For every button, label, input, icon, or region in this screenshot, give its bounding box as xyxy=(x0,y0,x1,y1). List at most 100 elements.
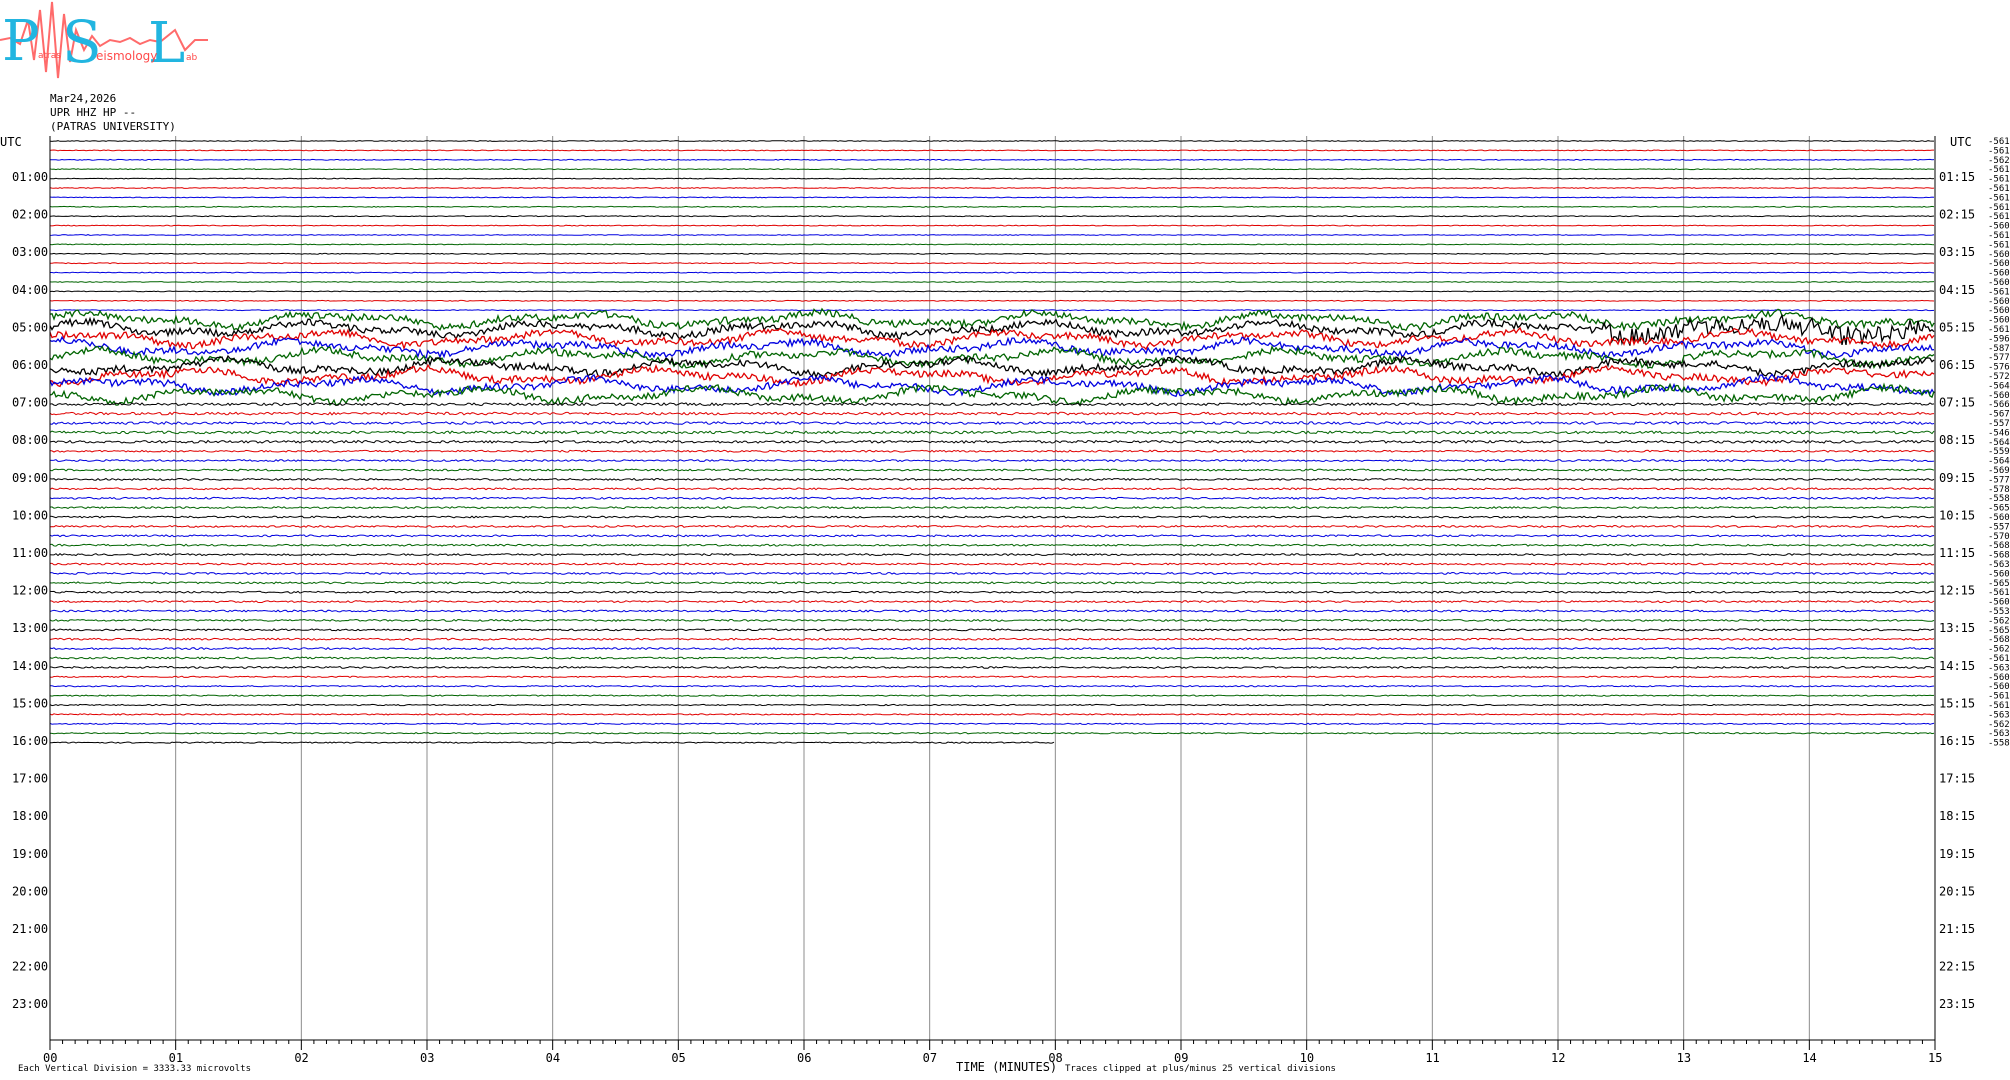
trace-offset-label: -5616 xyxy=(1988,165,2010,175)
trace-offset-label: -5585 xyxy=(1988,739,2010,749)
right-hour-label: 03:15 xyxy=(1939,245,1975,259)
left-hour-label: 18:00 xyxy=(12,809,48,823)
trace-offset-label: -5681 xyxy=(1988,551,2010,561)
trace-57 xyxy=(49,665,1935,669)
trace-offset-label: -5584 xyxy=(1988,494,2010,504)
psl-logo: P S L atras eismology ab xyxy=(0,1,208,79)
trace-offset-label: -5614 xyxy=(1988,325,2010,335)
trace-offset-label: -5767 xyxy=(1988,363,2010,373)
trace-32 xyxy=(49,430,1935,435)
left-hour-label: 12:00 xyxy=(12,584,48,598)
trace-26 xyxy=(49,363,1935,388)
trace-27 xyxy=(49,373,1935,398)
minute-gridlines xyxy=(175,136,1810,1040)
x-tick-label-09: 09 xyxy=(1174,1051,1188,1065)
trace-19 xyxy=(49,309,1935,312)
left-hour-label: 11:00 xyxy=(12,546,48,560)
trace-17 xyxy=(49,290,1935,293)
trace-35 xyxy=(49,459,1935,463)
chart-axes xyxy=(49,136,1936,1050)
logo-word-ab: ab xyxy=(186,53,198,63)
right-hour-label: 19:15 xyxy=(1939,847,1975,861)
x-tick-label-01: 01 xyxy=(169,1051,183,1065)
trace-38 xyxy=(49,487,1935,491)
x-tick-label-07: 07 xyxy=(923,1051,937,1065)
trace-offset-label: -5701 xyxy=(1988,532,2010,542)
trace-3 xyxy=(49,158,1935,161)
logo-waveform xyxy=(0,1,208,79)
logo-word-eismology: eismology xyxy=(96,49,157,63)
trace-13 xyxy=(50,252,1935,255)
trace-11 xyxy=(49,234,1935,236)
trace-offset-label: -5624 xyxy=(1988,720,2010,730)
trace-18 xyxy=(49,299,1935,302)
logo-letter-s: S xyxy=(62,8,102,76)
right-hour-label: 12:15 xyxy=(1939,584,1975,598)
x-tick-label-13: 13 xyxy=(1677,1051,1691,1065)
left-hour-label: 15:00 xyxy=(12,696,48,710)
trace-offset-label: -5649 xyxy=(1988,438,2010,448)
right-hour-label: 09:15 xyxy=(1939,471,1975,485)
trace-offset-label: -5664 xyxy=(1988,400,2010,410)
right-hour-label: 01:15 xyxy=(1939,170,1975,184)
left-hour-label: 06:00 xyxy=(12,358,48,372)
right-hour-label: 16:15 xyxy=(1939,734,1975,748)
left-hour-label: 09:00 xyxy=(12,471,48,485)
trace-54 xyxy=(49,637,1935,641)
left-hour-label: 03:00 xyxy=(12,245,48,259)
header-institution: (PATRAS UNIVERSITY) xyxy=(50,120,176,133)
trace-offset-label: -5680 xyxy=(1988,541,2010,551)
trace-65 xyxy=(50,741,1055,744)
left-hour-label: 01:00 xyxy=(12,170,48,184)
left-hour-label: 16:00 xyxy=(12,734,48,748)
x-tick-label-05: 05 xyxy=(671,1051,685,1065)
x-tick-label-00: 00 xyxy=(43,1051,57,1065)
x-tick-label-11: 11 xyxy=(1425,1051,1439,1065)
right-hour-label: 14:15 xyxy=(1939,659,1975,673)
x-tick-label-06: 06 xyxy=(797,1051,811,1065)
trace-12 xyxy=(49,243,1935,246)
trace-offset-label: -5613 xyxy=(1988,137,2010,147)
trace-offset-label: -5606 xyxy=(1988,673,2010,683)
trace-58 xyxy=(49,675,1935,678)
trace-42 xyxy=(49,524,1935,528)
trace-34 xyxy=(49,449,1935,453)
trace-39 xyxy=(49,496,1935,500)
trace-offset-label: -5609 xyxy=(1988,316,2010,326)
trace-offset-label: -5638 xyxy=(1988,729,2010,739)
trace-4 xyxy=(49,168,1935,171)
trace-offset-label: -5788 xyxy=(1988,485,2010,495)
trace-31 xyxy=(49,420,1935,426)
right-hour-label: 04:15 xyxy=(1939,283,1975,297)
trace-offset-label: -5538 xyxy=(1988,607,2010,617)
right-hour-label: 10:15 xyxy=(1939,508,1975,522)
right-hour-label: 08:15 xyxy=(1939,433,1975,447)
right-hour-label: 11:15 xyxy=(1939,546,1975,560)
trace-49 xyxy=(49,590,1934,594)
left-hour-label: 23:00 xyxy=(12,997,48,1011)
left-hour-label: 10:00 xyxy=(12,508,48,522)
trace-21 xyxy=(49,313,1935,346)
x-tick-label-08: 08 xyxy=(1048,1051,1062,1065)
left-hour-label: 19:00 xyxy=(12,847,48,861)
trace-offset-label: -5609 xyxy=(1988,222,2010,232)
trace-5 xyxy=(49,177,1935,180)
trace-23 xyxy=(49,335,1935,359)
right-hour-label: 17:15 xyxy=(1939,772,1975,786)
trace-46 xyxy=(50,562,1935,566)
trace-offset-label: -5602 xyxy=(1988,513,2010,523)
x-tick-label-12: 12 xyxy=(1551,1051,1565,1065)
trace-56 xyxy=(49,656,1935,660)
left-hour-label: 05:00 xyxy=(12,320,48,334)
trace-offset-label: -5611 xyxy=(1988,701,2010,711)
trace-15 xyxy=(50,271,1935,274)
left-hour-label: 07:00 xyxy=(12,396,48,410)
trace-offset-label: -5605 xyxy=(1988,569,2010,579)
header-station: UPR HHZ HP -- xyxy=(50,106,137,119)
trace-30 xyxy=(49,411,1935,416)
trace-offset-label: -5611 xyxy=(1988,654,2010,664)
trace-55 xyxy=(49,647,1935,651)
logo-letter-p: P xyxy=(2,9,40,74)
trace-9 xyxy=(49,215,1935,218)
trace-offset-label: -5654 xyxy=(1988,504,2010,514)
